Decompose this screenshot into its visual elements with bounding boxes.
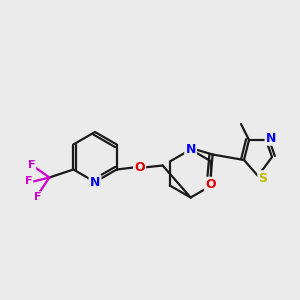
- Text: O: O: [134, 161, 145, 174]
- Text: S: S: [259, 172, 268, 184]
- Text: F: F: [25, 176, 32, 187]
- Text: N: N: [185, 143, 196, 156]
- Text: F: F: [28, 160, 35, 170]
- Text: F: F: [34, 193, 41, 202]
- Text: N: N: [266, 131, 276, 145]
- Text: O: O: [205, 178, 216, 191]
- Text: N: N: [90, 176, 100, 188]
